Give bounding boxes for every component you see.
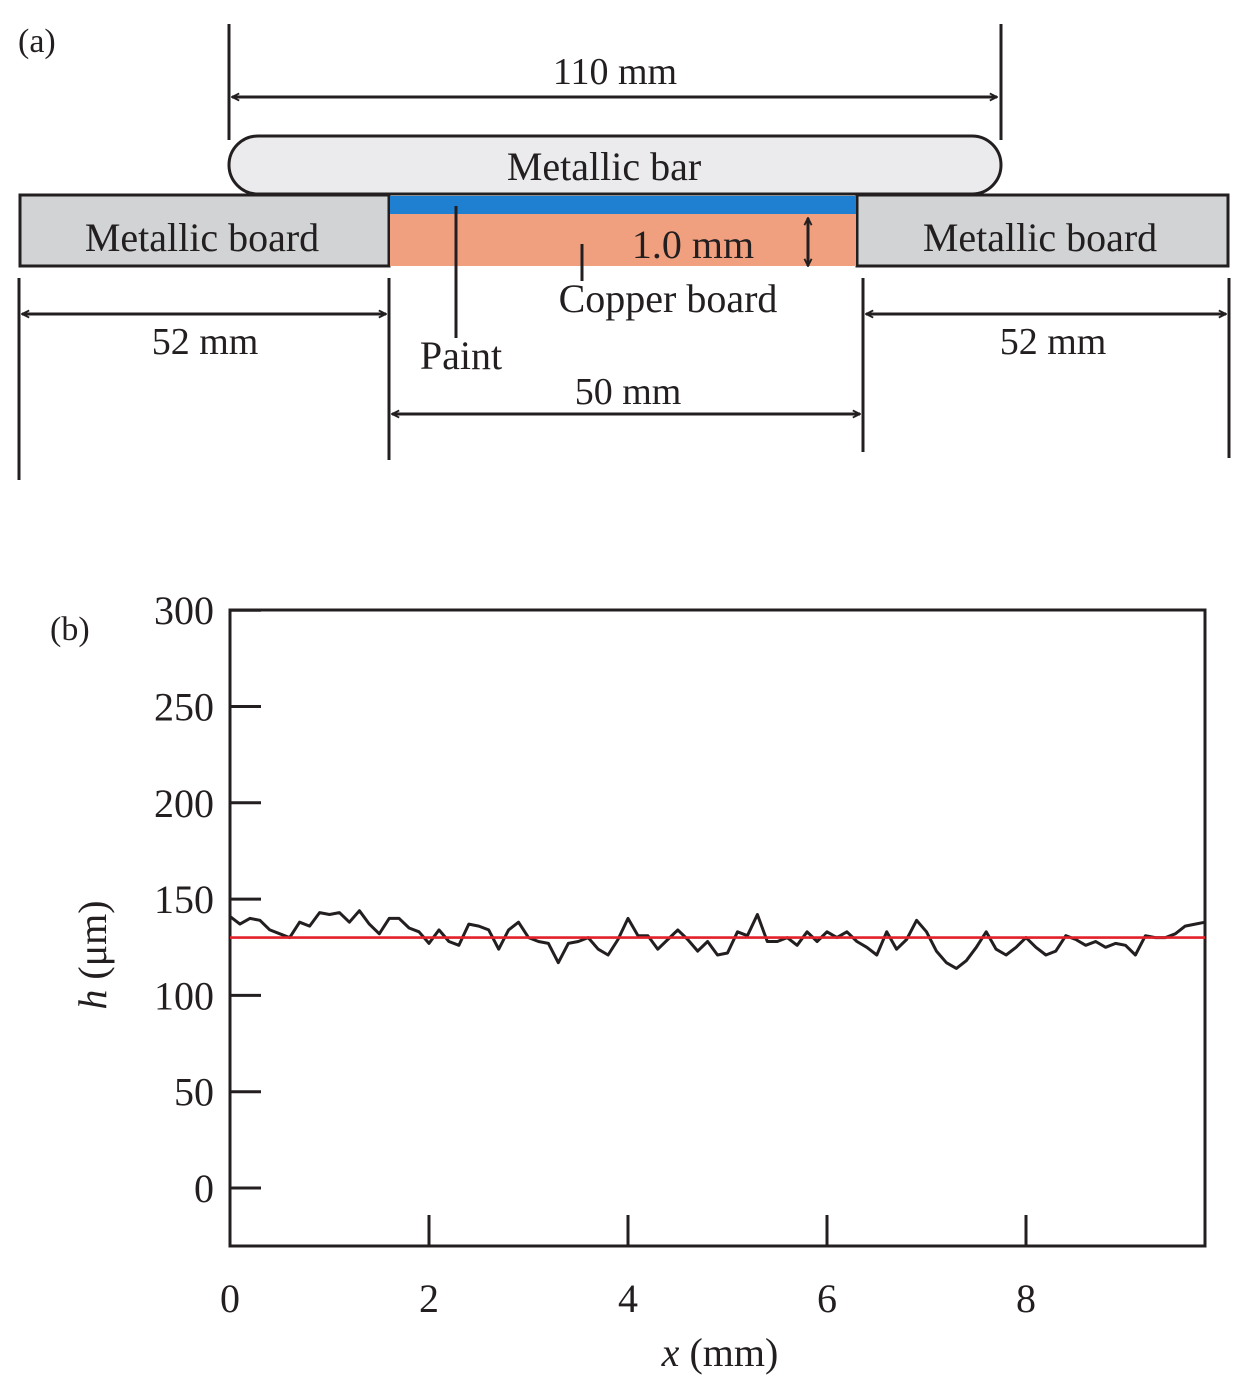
metallic-board-right — [855, 193, 1230, 268]
plot-frame — [228, 608, 1207, 1248]
y-tick-label: 150 — [154, 877, 214, 922]
y-tick-label: 250 — [154, 685, 214, 730]
y-axis-title: h (μm) — [70, 900, 115, 1009]
panel-b-chart: (b) 0 50 100 150 200 250 300 0 2 4 6 8 x (mm) h (μ… — [50, 588, 1207, 1375]
series-line-measured-h — [229, 909, 1206, 970]
metallic-bar — [227, 134, 1003, 196]
x-axis-title: x (mm) — [661, 1330, 779, 1375]
panel-b-label: (b) — [50, 611, 90, 648]
y-tick-label: 100 — [154, 973, 214, 1018]
x-tick-label: 8 — [1016, 1276, 1036, 1321]
x-tick-label: 2 — [419, 1276, 439, 1321]
thickness-label: 1.0 mm — [632, 222, 754, 267]
x-axis-ticks: 0 2 4 6 8 — [220, 1215, 1036, 1321]
x-tick-label: 4 — [618, 1276, 638, 1321]
center-width-label: 50 mm — [575, 371, 682, 413]
right-width-label: 52 mm — [1000, 321, 1107, 363]
left-board-label: Metallic board — [85, 215, 319, 260]
x-axis-variable: x — [661, 1330, 680, 1375]
y-axis-variable: h — [70, 990, 115, 1010]
copper-board-label: Copper board — [559, 276, 778, 321]
paint-layer — [390, 196, 856, 214]
right-board-label: Metallic board — [923, 215, 1157, 260]
x-axis-unit: (mm) — [679, 1330, 778, 1375]
panel-a-label: (a) — [18, 23, 56, 60]
metallic-board-left — [18, 193, 391, 268]
paint-label: Paint — [420, 333, 502, 378]
bar-length-label: 110 mm — [553, 51, 677, 93]
x-tick-label: 6 — [817, 1276, 837, 1321]
y-axis-ticks: 0 50 100 150 200 250 300 — [154, 588, 261, 1211]
series-group — [229, 909, 1206, 970]
panel-a-schematic: (a) 110 mm Metallic bar Metallic board M… — [17, 23, 1231, 480]
y-tick-label: 0 — [194, 1166, 214, 1211]
y-tick-label: 200 — [154, 781, 214, 826]
x-tick-label: 0 — [220, 1276, 240, 1321]
y-axis-unit: (μm) — [70, 900, 115, 989]
y-tick-label: 300 — [154, 588, 214, 633]
copper-board — [390, 214, 856, 266]
y-tick-label: 50 — [174, 1070, 214, 1115]
left-width-label: 52 mm — [152, 321, 259, 363]
metallic-bar-label: Metallic bar — [507, 144, 701, 189]
